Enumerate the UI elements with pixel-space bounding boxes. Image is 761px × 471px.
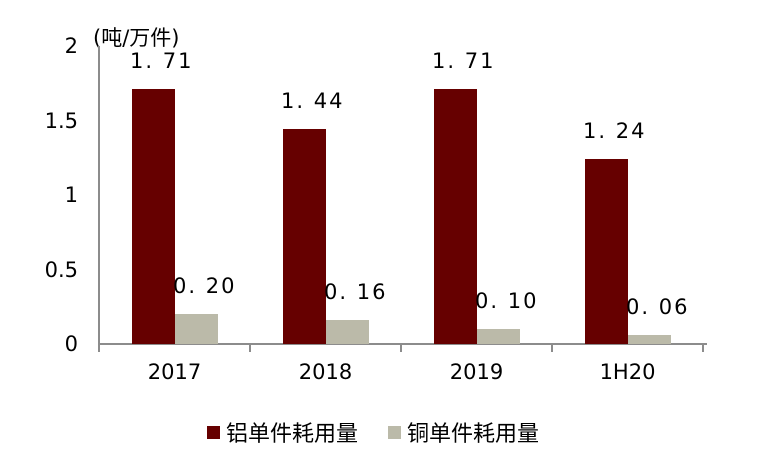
bar-value-label: 1. 71 [432,49,496,74]
bar-aluminum [585,159,628,344]
y-tick-label: 1 [64,183,78,207]
bar-value-label: 0. 16 [324,280,388,305]
bar-aluminum [132,89,175,344]
x-axis-line [98,343,707,345]
x-tick [702,343,704,352]
legend-label-copper: 铜单件耗用量 [407,422,540,447]
bar-copper [628,335,671,344]
x-category-label: 2019 [449,360,504,384]
x-tick [400,343,402,352]
legend-swatch-copper [388,425,402,439]
bar-value-label: 1. 71 [130,49,194,74]
bar-value-label: 1. 44 [281,89,345,114]
legend-item-aluminum: 铝单件耗用量 [207,416,358,448]
x-category-label: 1H20 [599,360,656,384]
y-axis-unit-label: (吨/万件) [93,26,180,50]
legend-label-aluminum: 铝单件耗用量 [226,422,359,447]
legend-item-copper: 铜单件耗用量 [388,416,539,448]
bar-value-label: 1. 24 [583,119,647,144]
y-tick-label: 1.5 [44,108,78,133]
x-tick [98,343,100,352]
bar-copper [477,329,520,344]
x-category-label: 2018 [298,360,353,384]
y-tick-label: 0.5 [44,257,78,282]
bar-aluminum [434,89,477,344]
bar-copper [326,320,369,344]
legend: 铝单件耗用量 铜单件耗用量 [207,416,569,448]
x-category-label: 2017 [147,360,202,384]
bar-copper [175,314,218,344]
bar-value-label: 0. 20 [173,274,237,299]
legend-swatch-aluminum [207,425,220,439]
y-tick-label: 0 [64,332,78,356]
bar-value-label: 0. 10 [475,289,539,314]
y-tick-label: 2 [64,34,78,58]
bar-value-label: 0. 06 [626,295,690,320]
x-tick [249,343,251,352]
x-tick [551,343,553,352]
y-axis-line [98,46,100,345]
bar-aluminum [283,129,326,344]
